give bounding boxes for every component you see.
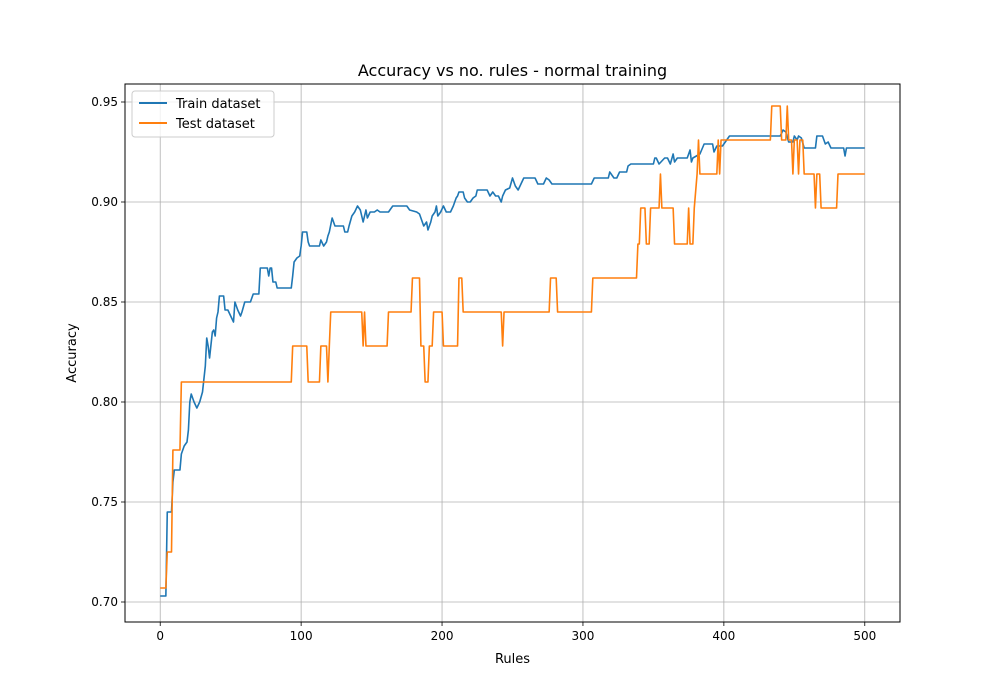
legend-label-test: Test dataset [175,117,255,132]
y-tick-label: 0.80 [91,395,118,409]
chart-title: Accuracy vs no. rules - normal training [358,61,667,80]
y-tick-label: 0.95 [91,95,118,109]
x-tick-label: 300 [572,629,595,643]
plot-frame [124,83,901,623]
plot-lines [160,105,865,597]
series-line-train [160,129,865,597]
axis-ticks: 0 100 200 300 400 500 0.70 0.75 0.80 0.85 0.90 0.95 [91,95,876,643]
y-tick-label: 0.75 [91,495,118,509]
series-line-test [160,105,865,589]
x-tick-label: 100 [290,629,313,643]
x-axis-label: Rules [495,652,530,667]
x-tick-label: 0 [156,629,164,643]
legend-label-train: Train dataset [175,97,260,112]
y-axis-label: Accuracy [65,323,80,383]
y-tick-label: 0.90 [91,195,118,209]
legend: Train dataset Test dataset [131,90,275,138]
x-tick-label: 500 [853,629,876,643]
y-tick-label: 0.85 [91,295,118,309]
x-tick-label: 400 [712,629,735,643]
grid [125,84,900,622]
legend-box [131,90,275,138]
y-tick-label: 0.70 [91,595,118,609]
x-tick-label: 200 [431,629,454,643]
